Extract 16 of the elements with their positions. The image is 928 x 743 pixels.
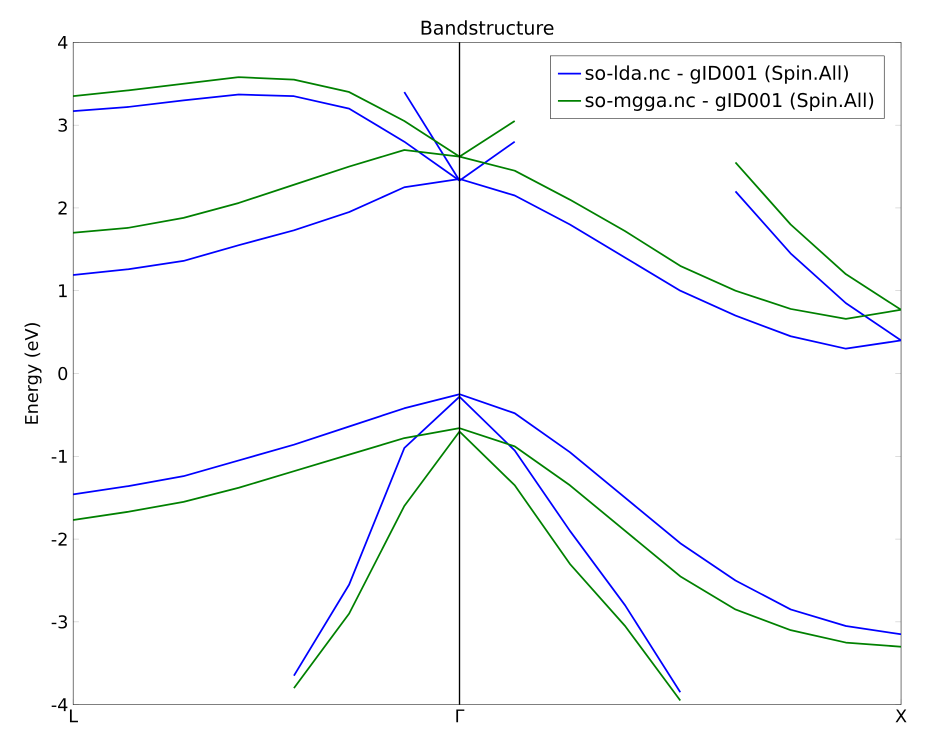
y-tick-label: -4	[52, 698, 68, 711]
y-tick-label: 0	[58, 366, 68, 380]
y-tick-label: 1	[59, 284, 67, 298]
y-tick-label: 4	[58, 36, 68, 49]
y-tick-label: -1	[52, 450, 67, 463]
y-tick-label: -3	[52, 615, 67, 628]
chart-title: Bandstructure	[422, 20, 554, 35]
y-tick-label: 2	[58, 201, 67, 214]
x-tick-label: X	[896, 709, 907, 722]
y-tick-label: 3	[58, 118, 67, 132]
x-tick-label: Γ	[456, 709, 464, 722]
y-tick-label: -2	[52, 532, 67, 546]
y-axis-title: Energy (eV)	[24, 323, 42, 424]
legend-label: so-lda.nc - gID001 (Spin.All)	[586, 65, 848, 84]
legend-label: so-mgga.nc - gID001 (Spin.All)	[586, 92, 874, 111]
x-tick-label: L	[70, 709, 78, 722]
